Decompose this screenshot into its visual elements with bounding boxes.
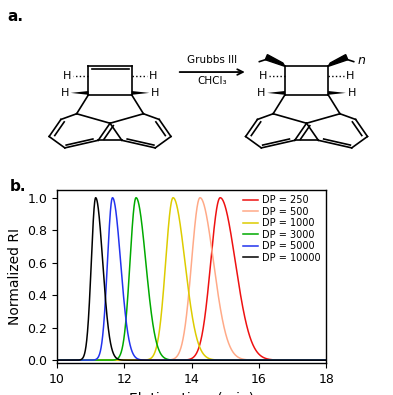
DP = 10000 [55, 358, 59, 363]
DP = 3000 [170, 357, 174, 362]
DP = 5000 [158, 358, 163, 363]
Line: DP = 1000: DP = 1000 [57, 198, 326, 360]
DP = 3000 [158, 351, 163, 356]
DP = 5000 [55, 358, 59, 363]
Text: H: H [345, 71, 354, 81]
DP = 10000 [170, 358, 174, 363]
Polygon shape [71, 91, 88, 95]
DP = 5000 [85, 358, 90, 363]
Text: n: n [358, 54, 365, 67]
DP = 3000 [319, 358, 323, 363]
DP = 1000 [290, 358, 294, 363]
DP = 250 [101, 358, 106, 363]
Polygon shape [328, 91, 346, 95]
Polygon shape [328, 55, 348, 66]
DP = 3000 [324, 358, 329, 363]
DP = 5000 [110, 196, 115, 200]
Line: DP = 500: DP = 500 [57, 198, 326, 360]
DP = 250 [290, 358, 294, 363]
Text: H: H [149, 71, 158, 81]
Line: DP = 5000: DP = 5000 [57, 198, 326, 360]
Text: Grubbs III: Grubbs III [187, 55, 237, 65]
DP = 10000 [290, 358, 294, 363]
DP = 10000 [93, 196, 98, 200]
DP = 500 [324, 358, 329, 363]
DP = 500 [55, 358, 59, 363]
DP = 10000 [101, 274, 106, 279]
DP = 500 [101, 358, 106, 363]
Text: H: H [259, 71, 268, 81]
DP = 250 [319, 358, 323, 363]
Polygon shape [267, 91, 285, 95]
Text: b.: b. [10, 179, 26, 194]
DP = 10000 [158, 358, 163, 363]
DP = 10000 [319, 358, 323, 363]
DP = 1000 [319, 358, 323, 363]
DP = 250 [158, 358, 163, 363]
DP = 3000 [85, 358, 90, 363]
DP = 5000 [101, 323, 106, 327]
Legend: DP = 250, DP = 500, DP = 1000, DP = 3000, DP = 5000, DP = 10000: DP = 250, DP = 500, DP = 1000, DP = 3000… [239, 192, 324, 267]
DP = 1000 [55, 358, 59, 363]
DP = 1000 [158, 322, 163, 327]
DP = 10000 [85, 327, 90, 332]
DP = 3000 [134, 196, 138, 200]
DP = 10000 [324, 358, 329, 363]
Text: H: H [61, 88, 69, 98]
DP = 500 [158, 358, 163, 363]
Polygon shape [132, 91, 149, 95]
DP = 1000 [171, 196, 175, 200]
DP = 500 [290, 358, 294, 363]
DP = 5000 [290, 358, 294, 363]
Text: H: H [151, 88, 160, 98]
Line: DP = 3000: DP = 3000 [57, 198, 326, 360]
DP = 3000 [101, 358, 106, 363]
DP = 500 [319, 358, 323, 363]
Text: CHCl₃: CHCl₃ [197, 75, 227, 86]
DP = 250 [55, 358, 59, 363]
Text: H: H [347, 88, 356, 98]
DP = 3000 [55, 358, 59, 363]
DP = 1000 [85, 358, 90, 363]
DP = 5000 [319, 358, 323, 363]
DP = 1000 [169, 198, 174, 202]
Text: H: H [257, 88, 266, 98]
DP = 5000 [170, 358, 174, 363]
DP = 1000 [101, 358, 106, 363]
DP = 250 [169, 358, 174, 363]
DP = 250 [324, 358, 329, 363]
DP = 3000 [290, 358, 294, 363]
DP = 250 [85, 358, 90, 363]
DP = 1000 [324, 358, 329, 363]
DP = 5000 [324, 358, 329, 363]
DP = 500 [85, 358, 90, 363]
Line: DP = 10000: DP = 10000 [57, 198, 326, 360]
Text: a.: a. [8, 9, 24, 24]
DP = 500 [169, 357, 174, 362]
DP = 250 [218, 196, 222, 200]
X-axis label: Elution time (min): Elution time (min) [129, 392, 254, 395]
Text: H: H [62, 71, 71, 81]
Line: DP = 250: DP = 250 [57, 198, 326, 360]
Polygon shape [265, 55, 285, 66]
DP = 500 [198, 196, 202, 200]
Y-axis label: Normalized RI: Normalized RI [8, 228, 22, 325]
